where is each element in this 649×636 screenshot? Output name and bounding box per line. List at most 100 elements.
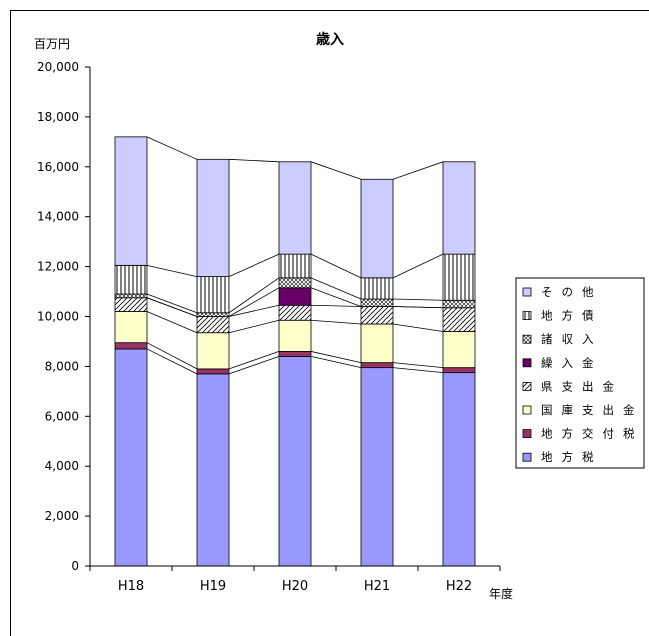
series-line (392, 323, 444, 332)
y-tick-label: 8,000 (45, 359, 79, 373)
bar-segment (360, 306, 394, 325)
bar-segment (114, 264, 148, 295)
x-tick-label: H20 (282, 579, 308, 594)
series-line (392, 253, 444, 279)
legend-label: 地方交付税 (541, 427, 644, 441)
legend-swatch (522, 381, 532, 391)
legend-swatch (522, 405, 532, 415)
bar-segment (114, 311, 148, 344)
legend-label: 諸収入 (541, 332, 603, 346)
series-line (310, 304, 362, 307)
series-line (228, 287, 280, 317)
y-tick-label: 12,000 (37, 260, 79, 274)
bar-segment (196, 368, 230, 375)
legend-swatch (522, 358, 532, 368)
series-line (310, 161, 362, 180)
bar-segment (442, 161, 476, 255)
y-tick-label: 10,000 (37, 310, 79, 324)
legend-label: 地方税 (541, 450, 603, 464)
y-tick-label: 16,000 (37, 160, 79, 174)
x-tick-label: H19 (200, 579, 226, 594)
bar-segment (360, 323, 394, 364)
legend-label: その他 (541, 285, 603, 299)
legend-label: 地方債 (541, 309, 603, 323)
bar-segment (442, 372, 476, 567)
y-tick-label: 18,000 (37, 110, 79, 124)
series-line (146, 297, 198, 317)
bar-segment (360, 362, 394, 369)
series-line (146, 311, 198, 334)
bar-segment (196, 316, 230, 334)
legend-label: 繰入金 (541, 356, 603, 370)
bar-segment (278, 253, 312, 279)
series-line (228, 304, 280, 317)
legend-swatch (522, 287, 532, 297)
series-line (146, 293, 198, 314)
x-tick-label: H22 (446, 579, 472, 594)
bar-segment (114, 342, 148, 350)
y-tick-label: 20,000 (37, 60, 79, 74)
series-line (228, 319, 280, 334)
bar-segment (278, 287, 312, 306)
y-tick-label: 0 (71, 559, 79, 573)
bar-segment (278, 304, 312, 321)
bar-segment (442, 299, 476, 309)
y-tick-label: 4,000 (45, 459, 79, 473)
series-line (392, 362, 444, 369)
series-line (310, 253, 362, 279)
bar-segment (278, 277, 312, 289)
bar-segment (360, 178, 394, 279)
bar-segment (196, 276, 230, 314)
legend-label: 県支出金 (541, 379, 623, 393)
series-line (228, 277, 280, 314)
series-line (392, 367, 444, 374)
chart-frame (10, 10, 649, 636)
bar-segment (360, 277, 394, 300)
series-line (310, 287, 362, 307)
bar-segment (196, 373, 230, 567)
bar-segment (442, 331, 476, 369)
series-line (310, 356, 362, 369)
bar-segment (278, 356, 312, 567)
legend-swatch (522, 334, 532, 344)
series-line (310, 277, 362, 300)
bar-segment (360, 367, 394, 567)
bar-segment (196, 158, 230, 277)
series-line (228, 356, 280, 375)
bar-segment (278, 161, 312, 255)
bar-segment (196, 312, 230, 317)
bar-segment (278, 351, 312, 357)
bar-segment (442, 253, 476, 301)
bar-segment (114, 297, 148, 312)
series-line (146, 342, 198, 370)
series-line (146, 136, 198, 160)
y-tick-label: 2,000 (45, 509, 79, 523)
legend-swatch (522, 452, 532, 462)
bar-segment (278, 319, 312, 352)
bar-segment (114, 293, 148, 299)
y-tick-label: 14,000 (37, 210, 79, 224)
series-line (228, 351, 280, 370)
series-line (228, 253, 280, 277)
bar-segment (442, 307, 476, 332)
series-line (146, 348, 198, 375)
y-axis-label: 百万円 (34, 37, 70, 51)
y-tick-label: 6,000 (45, 409, 79, 423)
bar-segment (114, 136, 148, 266)
x-tick-label: H18 (118, 579, 144, 594)
bar-segment (114, 348, 148, 567)
legend-box (515, 277, 645, 469)
legend-label: 国庫支出金 (541, 403, 644, 417)
x-tick-label: H21 (364, 579, 390, 594)
series-line (392, 298, 444, 301)
chart-title: 歳入 (316, 31, 344, 48)
bar-segment (196, 332, 230, 370)
legend-swatch (522, 311, 532, 321)
x-axis-label: 年度 (489, 586, 513, 601)
series-line (310, 319, 362, 325)
legend-swatch (522, 429, 532, 439)
series-line (146, 264, 198, 277)
series-line (392, 161, 444, 180)
